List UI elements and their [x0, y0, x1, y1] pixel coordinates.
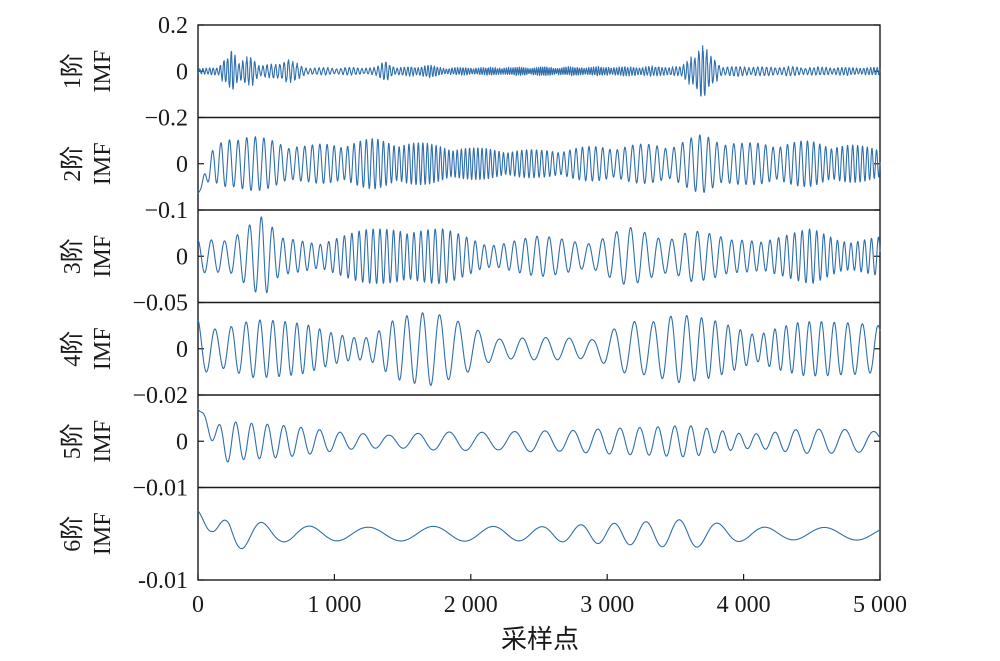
imf-signal-line	[197, 216, 881, 294]
imf-signal-line	[197, 45, 881, 97]
imf-panel-4: 0 −0.02 4阶 IMF	[59, 301, 881, 409]
imf-signal-line	[197, 510, 881, 550]
imf-panel-6: -0.01 6阶 IMF	[59, 486, 881, 594]
y-tick-label: −0.1	[144, 198, 188, 224]
x-tick-label: 4 000	[717, 592, 771, 618]
panel-ylabel: 5阶 IMF	[59, 420, 116, 463]
y-tick-label: −0.05	[132, 291, 188, 317]
panel-ylabel-imf: IMF	[90, 420, 116, 463]
y-tick-label: 0	[176, 152, 188, 178]
panel-ylabel: 3阶 IMF	[59, 235, 116, 278]
x-tick-label: 1 000	[307, 592, 361, 618]
panel-ylabel: 4阶 IMF	[59, 327, 116, 370]
panel-ylabel-order: 6阶	[59, 516, 86, 552]
imf-signal-line	[197, 408, 881, 463]
y-tick-label: −0.02	[132, 383, 188, 409]
panel-ylabel: 6阶 IMF	[59, 512, 116, 555]
panel-ylabel-imf: IMF	[90, 50, 116, 93]
y-tick-label: 0.2	[158, 13, 188, 39]
panel-ylabel-imf: IMF	[90, 512, 116, 555]
panel-ylabel-order: 2阶	[59, 146, 86, 182]
x-axis: 0 1 000 2 000 3 000 4 000 5 000	[192, 574, 907, 618]
y-tick-label: 0	[176, 59, 188, 85]
imf-signal-line	[197, 134, 881, 195]
y-tick-label: 0	[176, 337, 188, 363]
imf-signal-line	[197, 312, 881, 386]
panel-ylabel-order: 1阶	[59, 53, 86, 89]
imf-panel-1: 0.2 0 −0.2 1阶 IMF	[59, 13, 881, 132]
y-tick-label: 0	[176, 429, 188, 455]
imf-panel-3: 0 −0.05 3阶 IMF	[59, 209, 881, 317]
y-tick-label: 0	[176, 244, 188, 270]
panel-ylabel-imf: IMF	[90, 142, 116, 185]
x-axis-label: 采样点	[501, 625, 579, 654]
x-tick-label: 0	[192, 592, 204, 618]
y-tick-label: -0.01	[138, 568, 188, 594]
panel-ylabel-order: 3阶	[59, 238, 86, 274]
panel-ylabel: 2阶 IMF	[59, 142, 116, 185]
x-tick-label: 3 000	[580, 592, 634, 618]
panel-ylabel: 1阶 IMF	[59, 50, 116, 93]
x-tick-label: 5 000	[853, 592, 907, 618]
imf-panel-5: 0 −0.01 5阶 IMF	[59, 394, 881, 502]
panel-ylabel-imf: IMF	[90, 235, 116, 278]
x-tick-label: 2 000	[444, 592, 498, 618]
panel-ylabel-order: 4阶	[59, 331, 86, 367]
panel-ylabel-order: 5阶	[59, 423, 86, 459]
y-tick-label: −0.2	[144, 106, 188, 132]
imf-panel-2: 0 −0.1 2阶 IMF	[59, 116, 881, 224]
y-tick-label: −0.01	[132, 476, 188, 502]
panel-ylabel-imf: IMF	[90, 327, 116, 370]
